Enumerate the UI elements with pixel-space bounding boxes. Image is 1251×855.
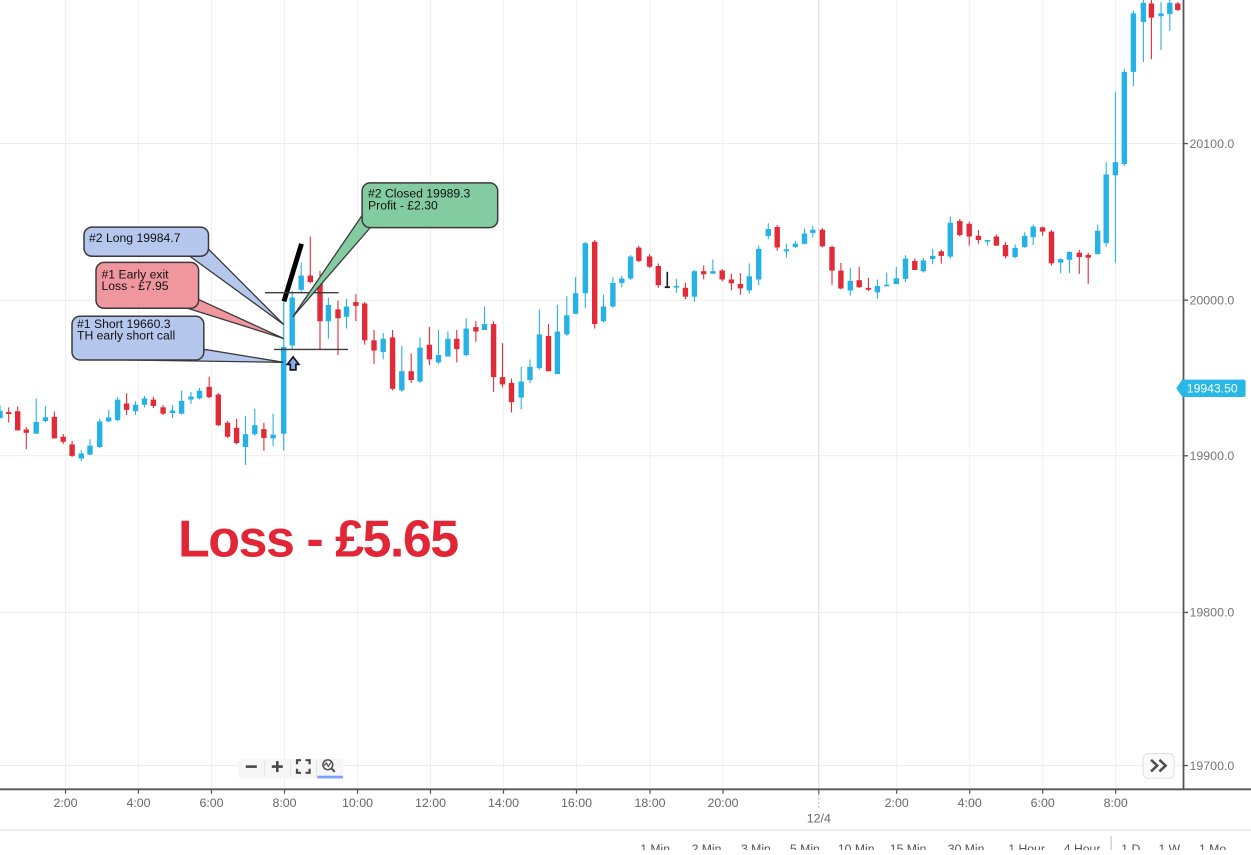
svg-text:4:00: 4:00 [126, 796, 150, 810]
svg-text:5 Min: 5 Min [790, 842, 820, 850]
svg-text:8:00: 8:00 [272, 796, 296, 810]
svg-text:19800.0: 19800.0 [1190, 606, 1235, 620]
svg-text:16:00: 16:00 [561, 796, 592, 810]
svg-text:10 Min: 10 Min [838, 842, 875, 850]
svg-text:30 Min: 30 Min [948, 842, 985, 850]
svg-text:20000.0: 20000.0 [1190, 294, 1235, 308]
svg-text:3 Min: 3 Min [741, 842, 771, 850]
svg-text:8:00: 8:00 [1104, 796, 1128, 810]
svg-text:Loss - £5.65: Loss - £5.65 [178, 511, 458, 569]
svg-text:#2 Long 19984.7: #2 Long 19984.7 [89, 231, 181, 245]
svg-text:1 Hour: 1 Hour [1008, 842, 1045, 850]
svg-text:Profit - £2.30: Profit - £2.30 [368, 198, 438, 212]
svg-text:1 D: 1 D [1121, 842, 1140, 850]
svg-text:19943.50: 19943.50 [1187, 382, 1238, 396]
svg-text:4 Hour: 4 Hour [1064, 842, 1101, 850]
svg-text:1 Min: 1 Min [640, 842, 670, 850]
svg-text:20:00: 20:00 [707, 796, 738, 810]
svg-text:12/4: 12/4 [807, 811, 831, 825]
svg-text:10:00: 10:00 [342, 796, 373, 810]
svg-text:6:00: 6:00 [199, 796, 223, 810]
svg-text:TH early short call: TH early short call [77, 328, 175, 342]
svg-text:Loss - £7.95: Loss - £7.95 [102, 279, 169, 293]
svg-text:2 Min: 2 Min [692, 842, 722, 850]
svg-text:6:00: 6:00 [1031, 796, 1055, 810]
svg-text:19700.0: 19700.0 [1190, 759, 1235, 773]
svg-text:#1 Short 19660.3: #1 Short 19660.3 [77, 317, 171, 331]
svg-text:20100.0: 20100.0 [1190, 137, 1235, 151]
svg-text:15 Min: 15 Min [890, 842, 927, 850]
svg-text:12:00: 12:00 [415, 796, 446, 810]
svg-text:#2 Closed 19989.3: #2 Closed 19989.3 [368, 186, 471, 200]
svg-text:4:00: 4:00 [958, 796, 982, 810]
svg-text:1 Mo: 1 Mo [1199, 842, 1226, 850]
svg-text:18:00: 18:00 [634, 796, 665, 810]
svg-text:2:00: 2:00 [53, 796, 77, 810]
svg-text:#1 Early exit: #1 Early exit [102, 267, 170, 281]
svg-text:19900.0: 19900.0 [1190, 449, 1235, 463]
svg-text:2:00: 2:00 [885, 796, 909, 810]
svg-text:1 W: 1 W [1159, 842, 1181, 850]
svg-text:14:00: 14:00 [488, 796, 519, 810]
